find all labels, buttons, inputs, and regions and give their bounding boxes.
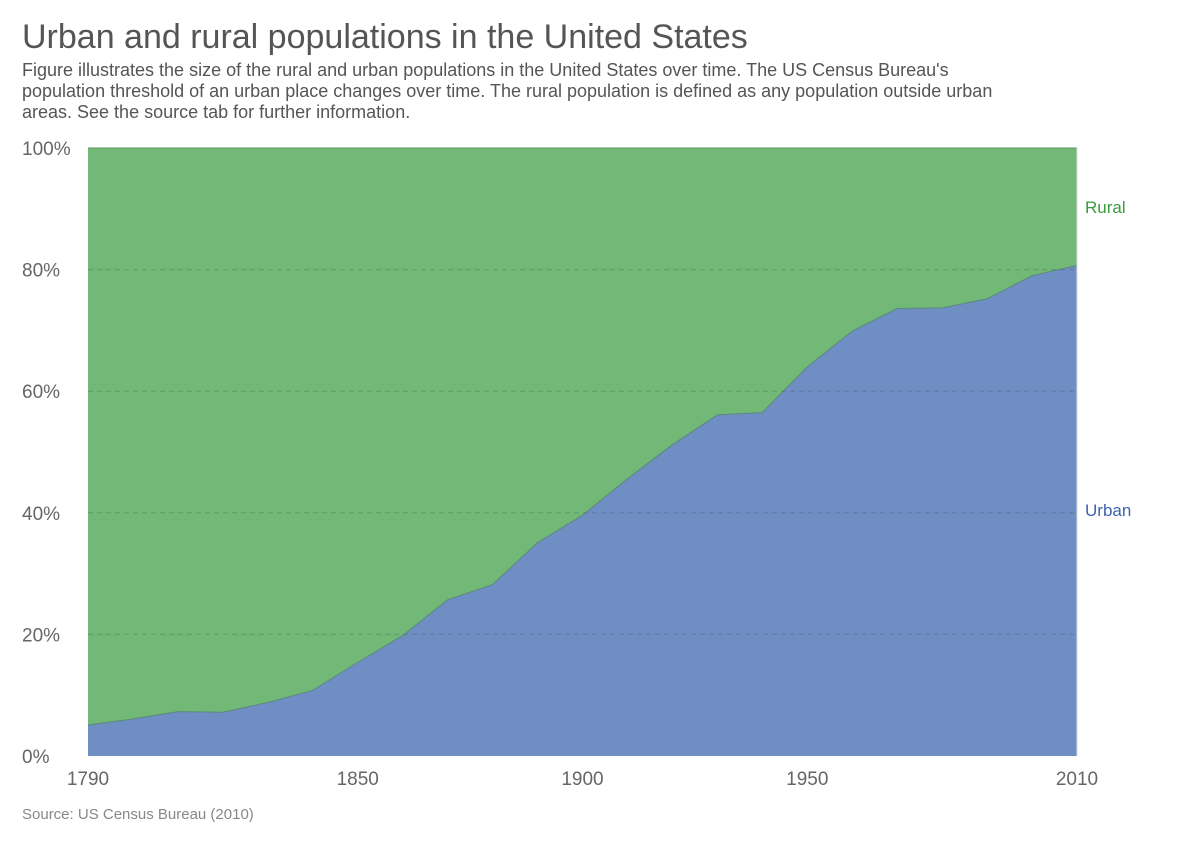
series-label-rural: Rural — [1085, 198, 1126, 217]
urban-boundary-line — [87, 264, 1078, 726]
x-tick-label: 1850 — [337, 769, 379, 790]
x-tick-label: 1790 — [67, 769, 109, 790]
y-tick-label: 20% — [22, 625, 60, 646]
source-note: Source: US Census Bureau (2010) — [22, 806, 254, 823]
y-tick-label: 40% — [22, 504, 60, 525]
y-tick-label: 80% — [22, 261, 60, 282]
x-tick-label: 1900 — [561, 769, 603, 790]
urban-area — [88, 265, 1077, 756]
series-label-urban: Urban — [1085, 501, 1131, 520]
chart-title: Urban and rural populations in the Unite… — [22, 18, 748, 56]
y-tick-label: 0% — [22, 747, 50, 768]
rural-area — [88, 148, 1077, 725]
x-tick-label: 1950 — [786, 769, 828, 790]
y-tick-label: 60% — [22, 382, 60, 403]
x-tick-label: 2010 — [1056, 769, 1098, 790]
chart-subtitle: Figure illustrates the size of the rural… — [22, 60, 993, 122]
y-tick-label: 100% — [22, 139, 71, 160]
